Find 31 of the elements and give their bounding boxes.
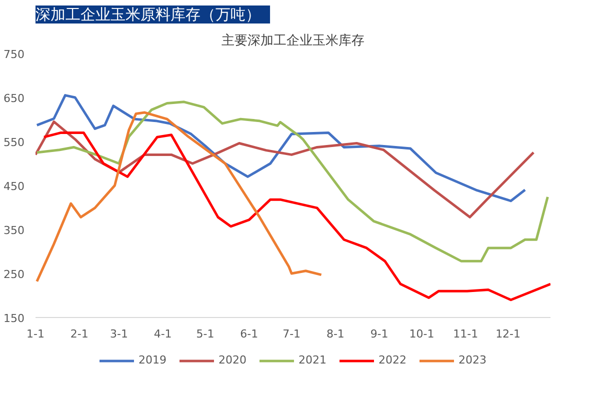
x-tick-label: 5-1 bbox=[196, 328, 214, 340]
legend-label: 2023 bbox=[458, 354, 486, 366]
x-tick-label: 1-1 bbox=[26, 328, 44, 340]
x-tick-label: 10-1 bbox=[409, 328, 434, 340]
line-series bbox=[36, 111, 323, 283]
x-tick-label: 4-1 bbox=[154, 328, 172, 340]
x-tick-label: 7-1 bbox=[282, 328, 301, 340]
line-series bbox=[36, 120, 535, 218]
legend-label: 2020 bbox=[218, 354, 246, 366]
line-series bbox=[36, 100, 549, 262]
x-tick-label: 9-1 bbox=[370, 328, 388, 340]
x-tick-label: 12-1 bbox=[496, 328, 521, 340]
y-tick-label: 650 bbox=[4, 92, 25, 105]
legend-label: 2019 bbox=[138, 354, 166, 366]
x-tick-label: 3-1 bbox=[110, 328, 128, 340]
y-tick-label: 350 bbox=[4, 224, 25, 237]
y-tick-label: 250 bbox=[4, 268, 25, 281]
legend-label: 2021 bbox=[298, 354, 326, 366]
x-tick-label: 2-1 bbox=[70, 328, 88, 340]
line-series bbox=[42, 131, 550, 302]
x-tick-label: 11-1 bbox=[453, 328, 478, 340]
chart-subtitle: 主要深加工企业玉米库存 bbox=[222, 32, 364, 48]
legend-label: 2022 bbox=[378, 354, 406, 366]
y-tick-label: 750 bbox=[4, 48, 25, 61]
chart-title: 深加工企业玉米原料库存（万吨） bbox=[36, 6, 260, 24]
y-tick-label: 550 bbox=[4, 136, 25, 149]
x-tick-label: 8-1 bbox=[326, 328, 344, 340]
line-series bbox=[36, 94, 526, 202]
x-tick-label: 6-1 bbox=[240, 328, 258, 340]
y-tick-label: 150 bbox=[4, 312, 25, 325]
y-tick-label: 450 bbox=[4, 180, 25, 193]
